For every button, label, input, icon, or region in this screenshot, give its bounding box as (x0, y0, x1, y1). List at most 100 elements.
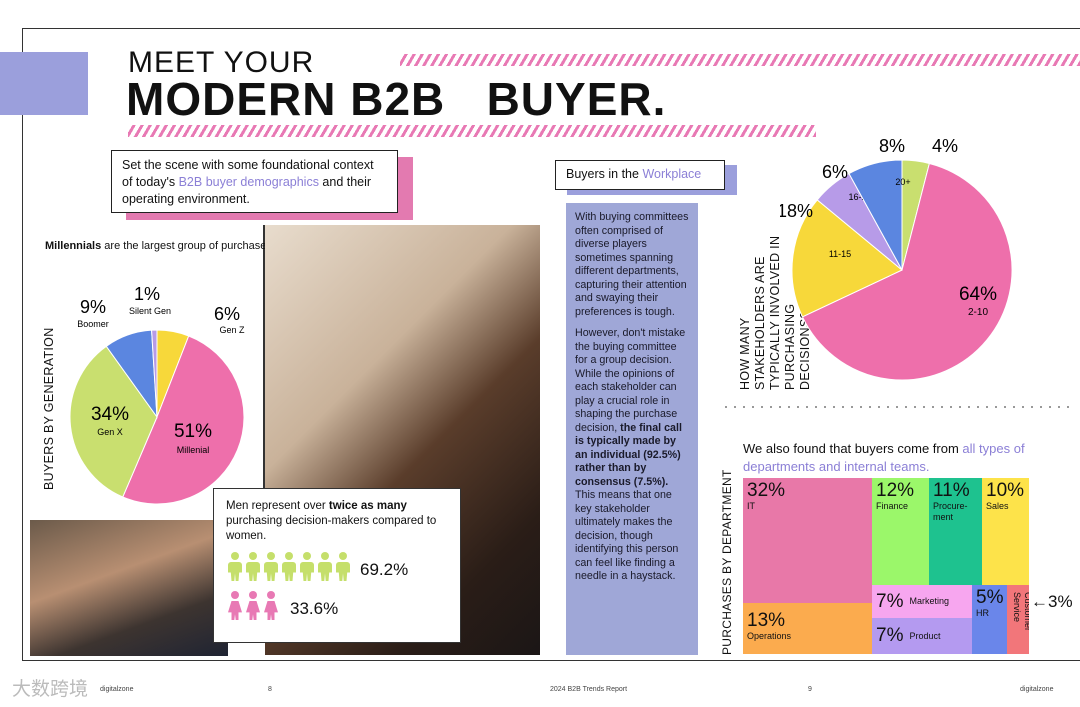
generation-pie-chart: 6%Gen Z 51% Millenial 34% Gen X 9% Boomer 1% Sil… (69, 284, 245, 505)
treemap-cell-finance: 12% Finance (872, 478, 929, 585)
callout-text-end: and their operating environment. (122, 175, 372, 206)
treemap-cell-marketing: 7% Marketing (872, 585, 972, 618)
cell-label: IT (747, 501, 755, 511)
cell-value: 5% (976, 587, 1004, 608)
treemap-cell-hr: 5% HR (972, 585, 1007, 654)
women-value: 33.6% (290, 599, 339, 618)
cell-label: Operations (747, 631, 792, 641)
pie-value-label: 18% (780, 201, 813, 221)
decorative-block (0, 52, 88, 115)
page-title: MODERN B2B BUYER. (126, 73, 667, 125)
man-icon (244, 552, 262, 582)
report-title: 2024 B2B Trends Report (550, 686, 628, 693)
intro-highlight: all types of departments and internal te… (743, 441, 1025, 474)
treemap-cell-operations: 13% Operations (743, 603, 872, 654)
cell-label: Sales (986, 501, 1009, 511)
hands-photo (30, 520, 228, 656)
pie-slice-millenial (122, 335, 245, 505)
man-icon (298, 552, 316, 582)
cell-value: 11% (933, 480, 970, 501)
man-icon (316, 552, 334, 582)
cell-value: 32% (747, 480, 786, 501)
pie-value-label: 51% (174, 421, 212, 442)
pie-value-label: 4% (932, 136, 958, 156)
workplace-text-column: With buying committees often comprised o… (566, 203, 698, 655)
decorative-stripe (400, 54, 1080, 66)
pie-value-label: 34% (91, 404, 129, 425)
treemap-cell-sales: 10% Sales (982, 478, 1029, 585)
cell-label: Procure-ment (933, 501, 968, 522)
cs-value: 3% (1048, 592, 1073, 611)
title-line-1: MEET YOUR (128, 46, 315, 79)
customer-service-callout: ←3% (1031, 592, 1073, 611)
workplace-heading: Buyers in the Workplace (555, 160, 725, 190)
pie-slice-20- (848, 159, 903, 271)
treemap-cell-procure-ment: 11% Procure-ment (929, 478, 982, 585)
cell-value: 13% (747, 610, 786, 631)
page-number-left: 8 (268, 686, 272, 693)
men-icons (226, 552, 352, 587)
pie-category-label: 2-10 (968, 307, 988, 318)
pie-slice-11-15 (791, 199, 903, 318)
pie-category-label: Silent Gen (129, 306, 171, 316)
pie-category-label: Boomer (77, 319, 109, 329)
treemap-cell-it: 32% IT (743, 478, 872, 603)
note-text: are the largest group of purchasers. (101, 240, 279, 252)
cell-value: 7% (876, 625, 904, 646)
pie-value-label: 1% (134, 284, 160, 304)
callout-highlight: B2B buyer demographics (178, 175, 319, 189)
man-icon (262, 552, 280, 582)
page-number-right: 9 (808, 686, 812, 693)
intro-text: We also found that buyers come from (743, 441, 963, 456)
dotted-divider (725, 406, 1070, 408)
intro-callout: Set the scene with some foundational con… (111, 150, 398, 213)
p2-text-end: This means that one key stakeholder ulti… (575, 489, 679, 582)
note-bold: Millennials (45, 240, 102, 252)
p2-bold: the final call is typically made by an i… (575, 421, 682, 488)
pie-value-label: 6% (822, 162, 848, 182)
women-icons (226, 591, 280, 626)
paragraph-1: With buying committees often comprised o… (575, 211, 689, 318)
men-value: 69.2% (360, 560, 409, 579)
gender-bold: twice as many (328, 500, 407, 512)
pie-category-label: Gen Z (219, 325, 245, 335)
cell-label: Customer Service (1012, 592, 1029, 632)
heading-text: Buyers in the (566, 167, 643, 181)
cell-value: 10% (986, 480, 1025, 501)
man-icon (280, 552, 298, 582)
pie-category-label: Gen X (97, 427, 123, 437)
p2-text: However, don't mistake the buying commit… (575, 327, 686, 434)
departments-axis-label: PURCHASES BY DEPARTMENT (720, 469, 734, 655)
gender-card: Men represent over twice as many purchas… (213, 488, 461, 643)
departments-intro: We also found that buyers come from all … (743, 440, 1043, 476)
pie-category-label: 16-20 (848, 192, 871, 202)
callout-text: Set the scene with some foundational con… (122, 158, 374, 189)
woman-icon (226, 591, 244, 621)
watermark: 大数跨境 (12, 679, 89, 700)
footer-logo-right: digitalzone (1020, 686, 1054, 693)
cell-label: Finance (876, 501, 909, 511)
pie-slice-silent-gen (151, 329, 158, 418)
treemap-cell-product: 7% Product (872, 618, 972, 654)
cell-value: 7% (876, 590, 904, 612)
woman-icon (262, 591, 280, 621)
decorative-stripe (128, 125, 816, 137)
treemap-cell-customer-service: Customer Service (1007, 585, 1029, 654)
millennials-note: Millennials are the largest group of pur… (45, 238, 279, 254)
pie-category-label: Millenial (177, 445, 210, 455)
paragraph-2: However, don't mistake the buying commit… (575, 327, 689, 584)
cell-label: Marketing (909, 596, 949, 606)
pie-category-label: 11-15 (829, 249, 851, 259)
man-icon (226, 552, 244, 582)
cell-value: 12% (876, 480, 915, 501)
pie-slice-2-10 (801, 162, 1013, 381)
pie-value-label: 64% (959, 284, 997, 305)
woman-icon (244, 591, 262, 621)
divider (263, 225, 265, 523)
man-icon (334, 552, 352, 582)
cell-label: Product (909, 630, 941, 641)
pie-slice-gen-x (69, 345, 158, 498)
gender-text-end: purchasing decision-makers compared to w… (226, 515, 437, 542)
pie-value-label: 6% (214, 304, 240, 324)
